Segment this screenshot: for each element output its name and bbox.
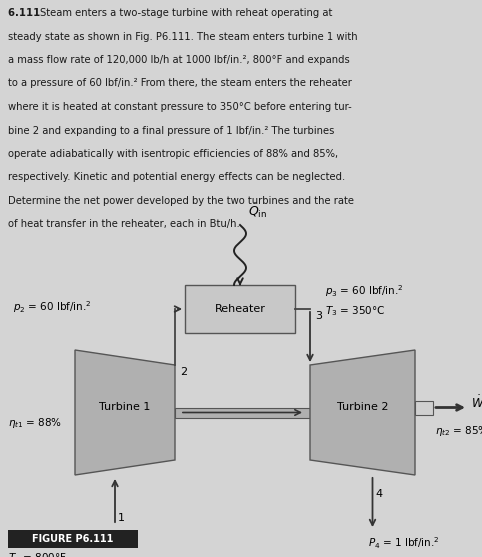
Text: 4: 4 — [375, 489, 383, 499]
Text: $\dot{W}_\mathrm{net}$: $\dot{W}_\mathrm{net}$ — [471, 393, 482, 412]
Text: bine 2 and expanding to a final pressure of 1 lbf/in.² The turbines: bine 2 and expanding to a final pressure… — [8, 125, 335, 135]
Text: $p_2$ = 60 lbf/in.$^2$: $p_2$ = 60 lbf/in.$^2$ — [13, 299, 92, 315]
Text: to a pressure of 60 lbf/in.² From there, the steam enters the reheater: to a pressure of 60 lbf/in.² From there,… — [8, 79, 352, 89]
Text: 2: 2 — [180, 367, 187, 377]
Polygon shape — [310, 350, 415, 475]
Text: $\eta_{t1}$ = 88%: $\eta_{t1}$ = 88% — [8, 416, 62, 429]
Text: of heat transfer in the reheater, each in Btu/h.: of heat transfer in the reheater, each i… — [8, 219, 240, 229]
Text: FIGURE P6.111: FIGURE P6.111 — [32, 534, 114, 544]
Text: 1: 1 — [118, 513, 125, 523]
Text: $T_1$ = 800°F: $T_1$ = 800°F — [8, 551, 67, 557]
Text: $P_4$ = 1 lbf/in.$^2$: $P_4$ = 1 lbf/in.$^2$ — [367, 535, 439, 551]
Polygon shape — [75, 350, 175, 475]
Bar — [185, 285, 295, 333]
Bar — [175, 408, 310, 418]
Text: $p_3$ = 60 lbf/in.$^2$: $p_3$ = 60 lbf/in.$^2$ — [325, 283, 403, 299]
Text: $T_3$ = 350°C: $T_3$ = 350°C — [325, 304, 385, 318]
Bar — [415, 400, 433, 414]
Text: steady state as shown in Fig. P6.111. The steam enters turbine 1 with: steady state as shown in Fig. P6.111. Th… — [8, 32, 358, 42]
Text: Reheater: Reheater — [214, 304, 266, 314]
Text: $p_1$ = 1000 lbf/in.$^2$: $p_1$ = 1000 lbf/in.$^2$ — [8, 535, 100, 551]
Text: Turbine 2: Turbine 2 — [337, 403, 388, 413]
Text: $\eta_{t2}$ = 85%: $\eta_{t2}$ = 85% — [435, 423, 482, 437]
Text: $\dot{Q}_\mathrm{in}$: $\dot{Q}_\mathrm{in}$ — [248, 201, 267, 220]
Bar — [8, 530, 138, 548]
Text: 3: 3 — [315, 311, 322, 321]
Text: operate adiabatically with isentropic efficiencies of 88% and 85%,: operate adiabatically with isentropic ef… — [8, 149, 338, 159]
Text: Turbine 1: Turbine 1 — [99, 403, 151, 413]
Text: Determine the net power developed by the two turbines and the rate: Determine the net power developed by the… — [8, 196, 354, 206]
Text: 6.111: 6.111 — [8, 8, 44, 18]
Text: where it is heated at constant pressure to 350°C before entering tur-: where it is heated at constant pressure … — [8, 102, 352, 112]
Text: Steam enters a two-stage turbine with reheat operating at: Steam enters a two-stage turbine with re… — [40, 8, 333, 18]
Text: respectively. Kinetic and potential energy effects can be neglected.: respectively. Kinetic and potential ener… — [8, 173, 345, 183]
Text: a mass flow rate of 120,000 lb/h at 1000 lbf/in.², 800°F and expands: a mass flow rate of 120,000 lb/h at 1000… — [8, 55, 350, 65]
